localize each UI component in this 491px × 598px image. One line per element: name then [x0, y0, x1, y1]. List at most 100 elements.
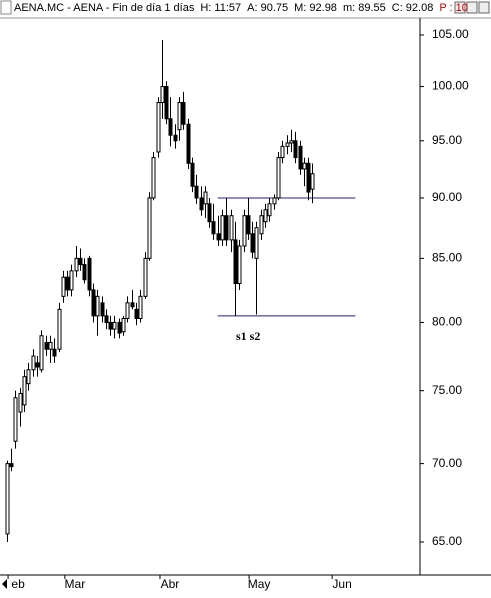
candle-body	[259, 215, 264, 235]
candle-body	[276, 157, 281, 199]
candle-body	[130, 302, 135, 308]
candle-body	[100, 302, 105, 317]
candle-body	[91, 289, 96, 317]
x-tick-label: Mar	[65, 577, 86, 591]
candle-body	[194, 185, 199, 199]
close-button[interactable]	[478, 1, 490, 14]
candle-body	[9, 463, 14, 468]
candle-body	[246, 215, 251, 235]
candle-body	[156, 102, 161, 153]
y-tick-label: 95.00	[432, 133, 462, 147]
candle-body	[35, 362, 40, 368]
y-tick-label: 75.00	[432, 383, 462, 397]
scroll-arrow[interactable]	[2, 579, 7, 589]
candle-body	[216, 233, 221, 241]
y-tick-label: 105.00	[432, 27, 469, 41]
candle-body	[117, 321, 122, 334]
candle-body	[69, 270, 74, 291]
candle-body	[18, 393, 23, 413]
y-tick-label: 100.00	[432, 79, 469, 93]
candle-body	[143, 257, 148, 297]
candle-body	[48, 341, 53, 350]
candle-body	[31, 355, 36, 371]
candle-body	[250, 233, 255, 253]
maximize-button[interactable]	[466, 1, 478, 14]
candle-body	[237, 245, 242, 285]
candle-body	[280, 145, 285, 159]
candle-body	[263, 209, 268, 223]
candle-body	[57, 308, 62, 350]
candle-body	[13, 397, 18, 442]
candle-body	[207, 203, 212, 223]
candle-body	[168, 118, 173, 136]
candle-body	[104, 315, 109, 323]
annotation: s1 s2	[236, 329, 260, 343]
candle-body	[147, 197, 152, 259]
candle-body	[233, 239, 238, 285]
candle-body	[95, 295, 100, 317]
minimize-button[interactable]	[454, 1, 466, 14]
x-tick-label: Abr	[161, 577, 180, 591]
x-tick-label: May	[248, 577, 271, 591]
candle-body	[302, 162, 307, 170]
header-field: M: 92.98	[294, 2, 337, 14]
candle-body	[242, 215, 247, 247]
candle-body	[203, 191, 208, 205]
candle-body	[65, 276, 70, 291]
candle-body	[121, 317, 126, 333]
y-tick-label: 65.00	[432, 534, 462, 548]
y-tick-label: 80.00	[432, 315, 462, 329]
candle-body	[285, 142, 290, 147]
y-tick-label: 85.00	[432, 251, 462, 265]
candle-body	[173, 134, 178, 142]
candle-body	[293, 140, 298, 159]
window-buttons	[454, 1, 490, 14]
candle-body	[44, 341, 49, 350]
chart-title: AENA.MC - AENA - Fin de día 1 días	[14, 2, 195, 14]
candle-body	[151, 157, 156, 199]
candle-body	[22, 376, 27, 406]
header-field: m: 89.55	[343, 2, 386, 14]
candle-body	[138, 295, 143, 319]
candle-body	[272, 197, 277, 205]
header-field: H: 11:57	[200, 2, 241, 14]
candle-body	[112, 321, 117, 330]
header-field: A: 90.75	[247, 2, 288, 14]
candle-body	[224, 215, 229, 241]
candle-body	[61, 276, 66, 297]
candle-body	[5, 463, 10, 535]
candle-body	[310, 173, 315, 190]
candle-body	[52, 348, 57, 357]
header-field: P : 10	[439, 2, 468, 14]
y-tick-label: 90.00	[432, 190, 462, 204]
candle-body	[82, 264, 87, 281]
candle-body	[125, 302, 130, 319]
candle-body	[78, 257, 83, 266]
candle-body	[190, 162, 195, 187]
candle-body	[87, 257, 92, 291]
header-field: C: 92.08	[392, 2, 434, 14]
candle-body	[160, 86, 165, 104]
candle-body	[74, 257, 79, 272]
candle-body	[298, 145, 303, 170]
candle-body	[108, 321, 113, 330]
candle-body	[181, 102, 186, 125]
candle-body	[306, 162, 311, 193]
candle-body	[220, 215, 225, 241]
candle-body	[26, 369, 31, 385]
candle-body	[134, 308, 139, 319]
candle-body	[164, 86, 169, 120]
candle-body	[186, 123, 191, 164]
candle-body	[177, 102, 182, 131]
y-tick-label: 70.00	[432, 456, 462, 470]
candle-body	[229, 215, 234, 241]
candle-body	[211, 221, 216, 235]
menu-button[interactable]	[0, 0, 12, 15]
candle-body	[199, 197, 204, 211]
x-tick-label: Jun	[332, 577, 351, 591]
candle-body	[39, 335, 44, 371]
x-tick-label: eb	[11, 577, 25, 591]
candle-body	[254, 227, 259, 259]
